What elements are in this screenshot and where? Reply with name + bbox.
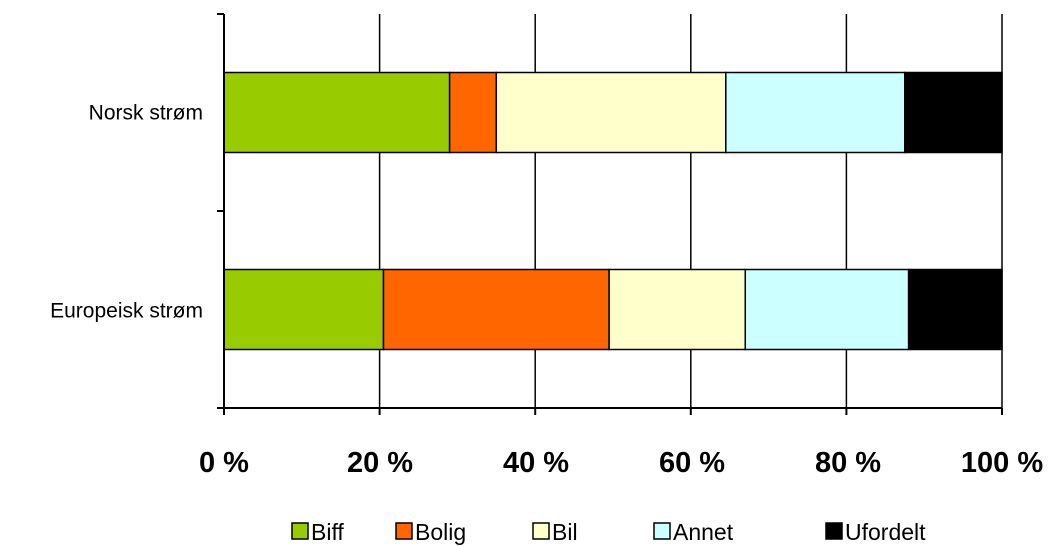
category-label-europeisk: Europeisk strøm [50, 300, 203, 323]
category-label-norsk: Norsk strøm [89, 102, 203, 125]
bar-bil-europeisk-strom [608, 268, 747, 351]
bar-ufordelt-europeisk-strom [907, 268, 1003, 351]
legend-label-ufordelt: Ufordelt [845, 519, 926, 545]
legend-swatch-biff [291, 522, 309, 540]
legend: Biff Bolig Bil Annet Ufordelt [291, 519, 926, 545]
x-tick-labels: 0 % 20 % 40 % 60 % 80 % 100 % [199, 447, 1043, 479]
legend-swatch-bolig [395, 522, 413, 540]
legend-label-bolig: Bolig [415, 519, 466, 545]
bar-annet-europeisk-strom [744, 268, 910, 351]
bar-biff-europeisk-strom [223, 268, 385, 351]
legend-swatch-ufordelt [825, 522, 843, 540]
legend-item-biff: Biff [291, 519, 344, 545]
legend-item-bolig: Bolig [395, 519, 466, 545]
x-tick-label-100: 100 % [961, 447, 1043, 479]
bars [223, 71, 1003, 351]
x-tick-label-60: 60 % [659, 447, 725, 479]
axes [217, 13, 1003, 415]
bar-annet-norsk-strom [725, 71, 906, 154]
category-labels: Norsk strøm Europeisk strøm [50, 102, 203, 323]
legend-label-bil: Bil [552, 519, 578, 545]
bar-biff-norsk-strom [223, 71, 451, 154]
x-tick-label-40: 40 % [503, 447, 569, 479]
x-tick-label-20: 20 % [347, 447, 413, 479]
bar-bil-norsk-strom [495, 71, 727, 154]
legend-label-biff: Biff [311, 519, 344, 545]
legend-swatch-annet [653, 522, 671, 540]
bar-ufordelt-norsk-strom [904, 71, 1003, 154]
bar-bolig-norsk-strom [448, 71, 498, 154]
x-tick-label-0: 0 % [199, 447, 249, 479]
legend-label-annet: Annet [673, 519, 734, 545]
legend-item-annet: Annet [653, 519, 734, 545]
bar-bolig-europeisk-strom [382, 268, 610, 351]
legend-swatch-bil [532, 522, 550, 540]
legend-item-ufordelt: Ufordelt [825, 519, 926, 545]
x-tick-label-80: 80 % [815, 447, 881, 479]
legend-item-bil: Bil [532, 519, 578, 545]
